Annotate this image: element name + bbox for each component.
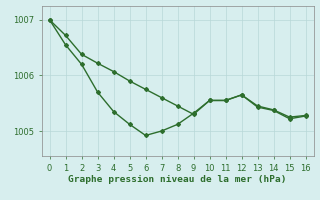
X-axis label: Graphe pression niveau de la mer (hPa): Graphe pression niveau de la mer (hPa) <box>68 175 287 184</box>
